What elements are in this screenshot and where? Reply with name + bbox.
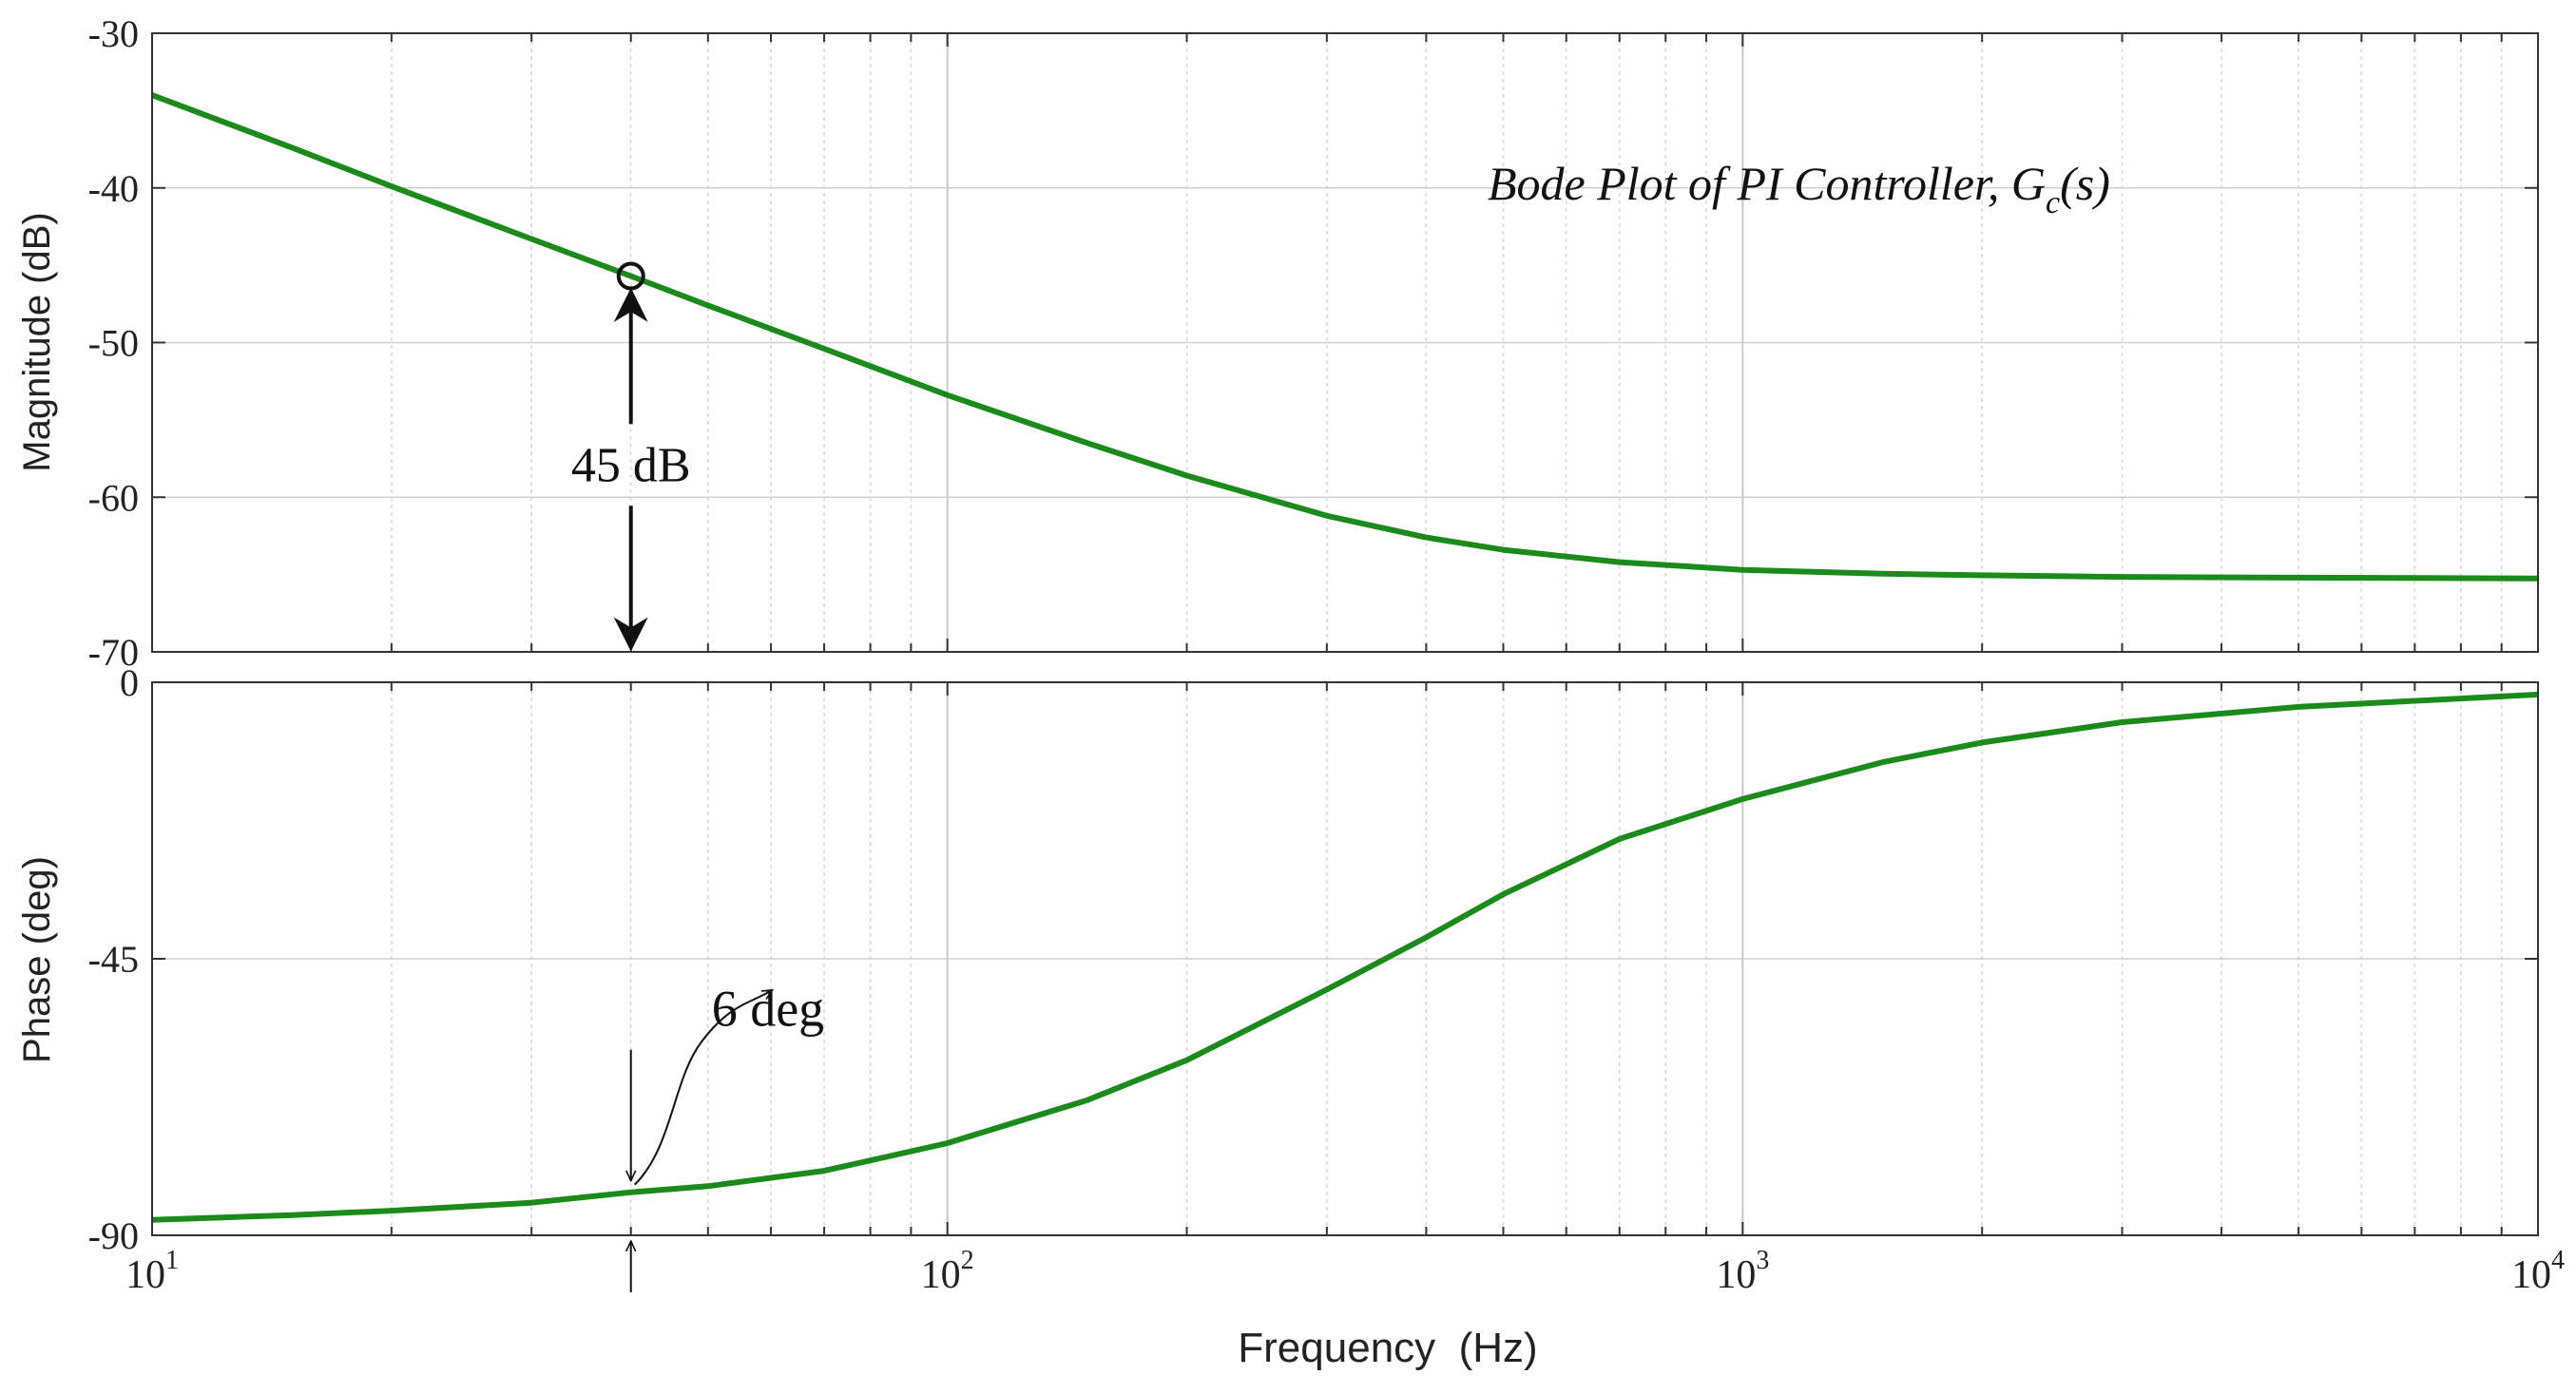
magnitude-axes-frame [151, 32, 2539, 653]
y-tick-label: -70 [88, 631, 139, 674]
magnitude-panel: -30 -40 -50 -60 -70 Magnitude (dB) Bode Plot… [16, 12, 2539, 674]
x-tick-label-exponent: 4 [2551, 1246, 2565, 1275]
phase-curve [151, 691, 2539, 1223]
phase-annotation-leader [634, 990, 773, 1186]
y-tick-label: -50 [88, 322, 139, 365]
frequency-tick-labels: 101 102 103 104 [125, 1246, 2565, 1297]
chart-title-tail: (s) [2060, 157, 2110, 210]
magnitude-grid [152, 33, 2538, 652]
phase-axes-frame [151, 681, 2539, 1236]
x-tick-label-base: 10 [1716, 1253, 1756, 1297]
phase-axis-title: Phase (deg) [16, 856, 58, 1063]
phase-panel: 0-45-90 Phase (deg) 101 102 103 104 Frequen… [16, 661, 2565, 1371]
magnitude-ticks [152, 32, 2538, 653]
x-tick-label-base: 10 [2511, 1253, 2551, 1297]
magnitude-curve [150, 92, 2539, 582]
phase-ticks [152, 681, 2538, 1236]
y-tick-label: -45 [88, 938, 139, 981]
x-tick-label-base: 10 [125, 1253, 165, 1297]
magnitude-annotation-label: 45 dB [571, 438, 691, 492]
phase-grid [152, 682, 2538, 1235]
y-tick-label: 0 [120, 661, 139, 704]
magnitude-tick-labels: -30 -40 -50 -60 -70 [88, 12, 139, 674]
x-tick-label: 104 [2511, 1246, 2565, 1297]
x-tick-label-exponent: 3 [1756, 1246, 1769, 1275]
phase-tick-labels: 0 -45 -90 [88, 661, 139, 1257]
chart-title: Bode Plot of PI Controller, Gc(s) [1488, 157, 2110, 220]
chart-title-main: Bode Plot of PI Controller, G [1488, 157, 2046, 210]
y-tick-label: -30 [88, 12, 139, 55]
x-tick-label: 103 [1716, 1246, 1769, 1297]
frequency-axis-title: Frequency (Hz) [1238, 1325, 1537, 1371]
y-tick-label: -60 [88, 476, 139, 519]
phase-annotation-label: 6 deg [712, 981, 824, 1038]
y-tick-label: -90 [88, 1214, 139, 1257]
x-tick-label: 101 [125, 1246, 179, 1297]
x-tick-label-base: 10 [921, 1253, 961, 1297]
magnitude-axis-title: Magnitude (dB) [16, 212, 58, 471]
x-tick-label: 102 [921, 1246, 974, 1297]
chart-title-sub: c [2046, 185, 2060, 220]
x-tick-label-exponent: 2 [961, 1246, 974, 1275]
y-tick-label: -40 [88, 167, 139, 210]
x-tick-label-exponent: 1 [165, 1246, 179, 1275]
